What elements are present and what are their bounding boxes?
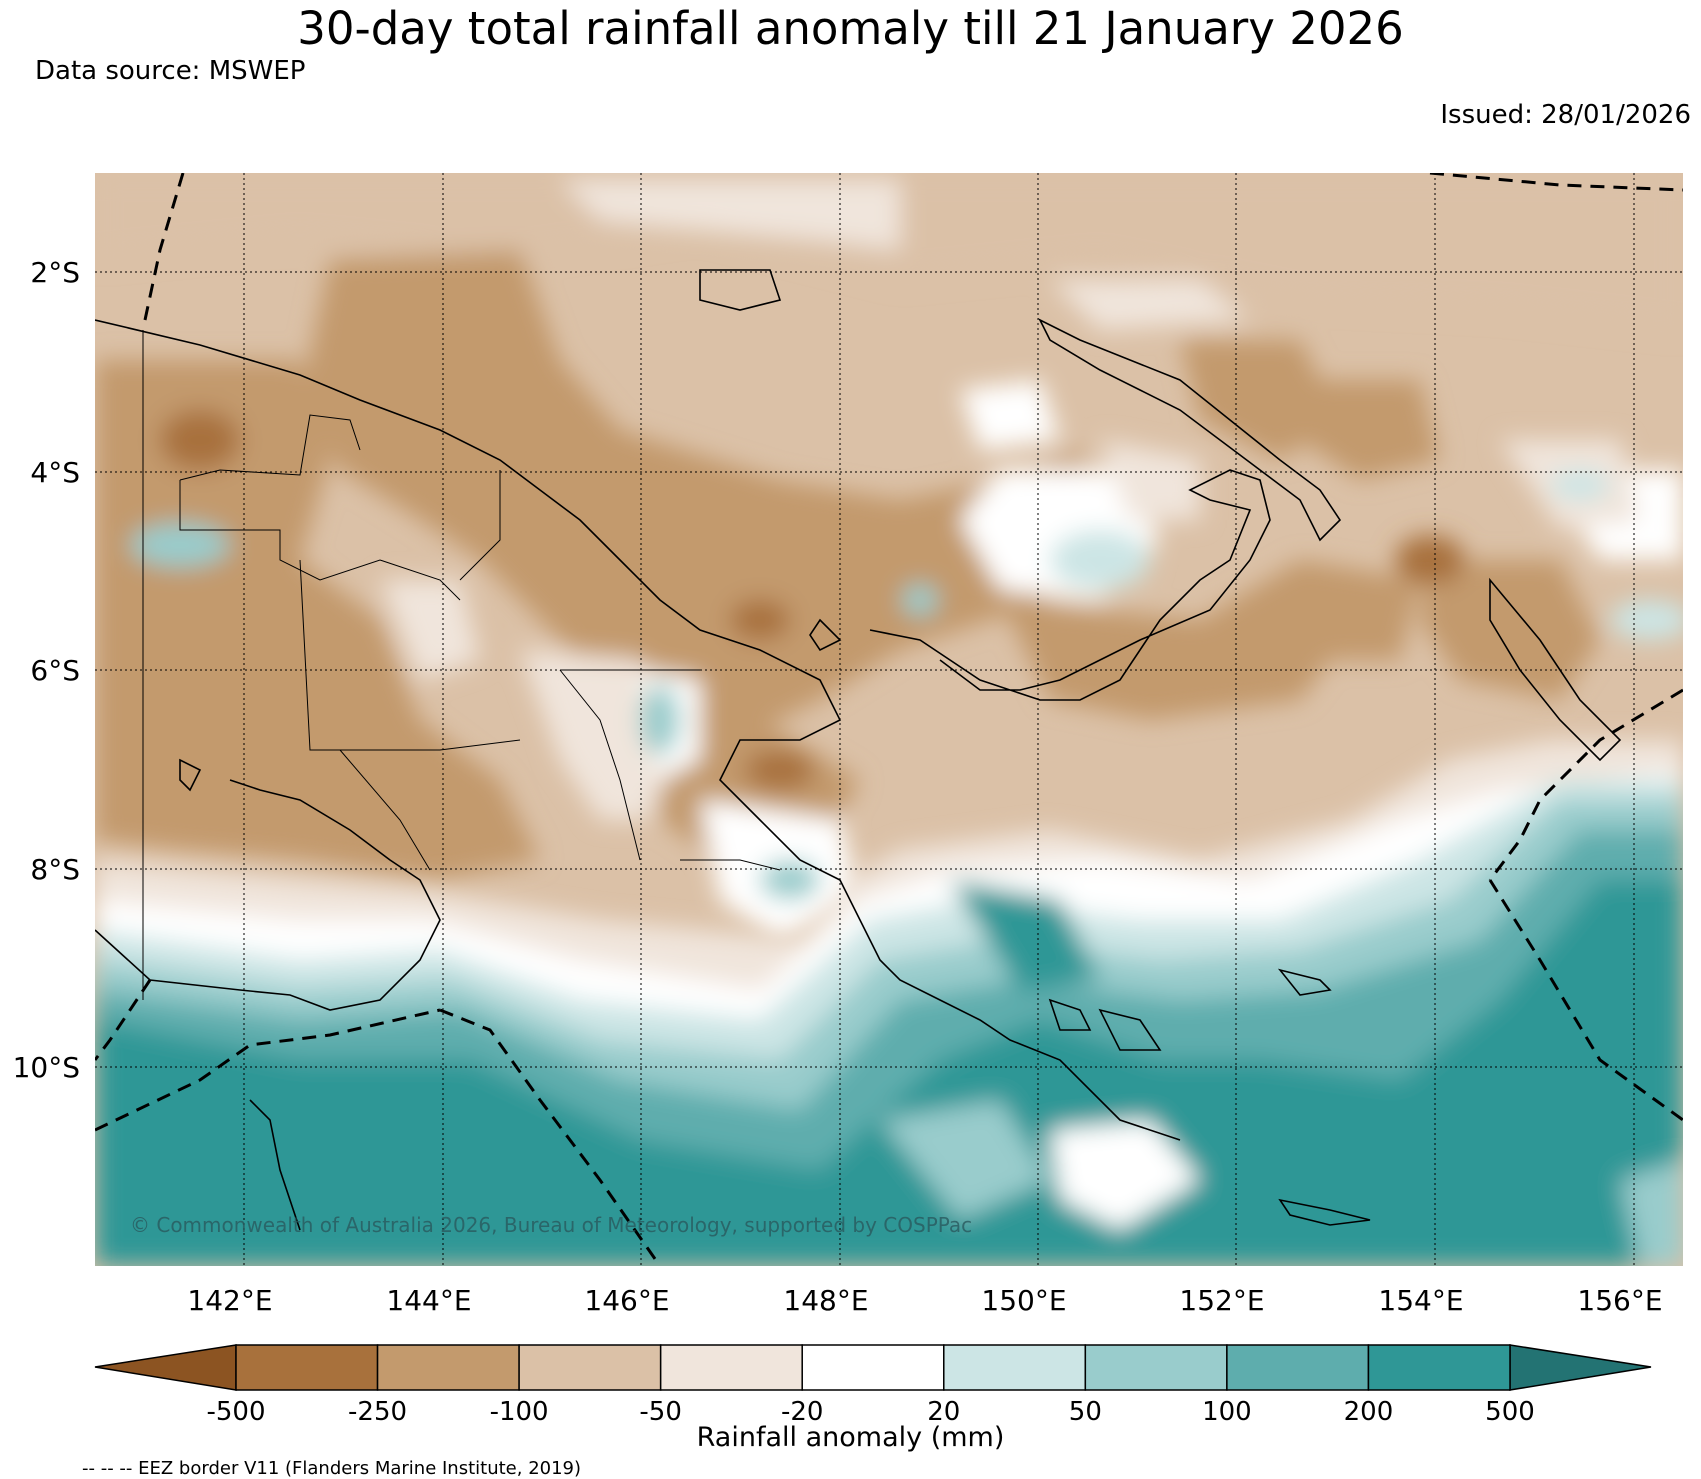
- colorbar-over-arrow: [1509, 1344, 1652, 1391]
- anomaly-field: [95, 173, 1683, 1266]
- lat-label: 6°S: [30, 654, 80, 687]
- colorbar-tick-label: -500: [206, 1397, 265, 1427]
- colorbar-tick-label: 20: [927, 1397, 960, 1427]
- colorbar-tick-label: 100: [1202, 1397, 1252, 1427]
- lat-label: 2°S: [30, 256, 80, 289]
- colorbar-tick-label: -100: [490, 1397, 549, 1427]
- colorbar-tick-label: -50: [639, 1397, 681, 1427]
- colorbar-bin: [659, 1344, 803, 1391]
- colorbar-bin: [1226, 1344, 1370, 1391]
- eez-borders: [95, 173, 1683, 1266]
- colorbar-bin: [1367, 1344, 1511, 1391]
- colorbar-tick-label: -20: [781, 1397, 823, 1427]
- lon-label: 148°E: [783, 1284, 868, 1317]
- colorbar: -500 -250 -100 -50 -20 20 50 100 200 500: [94, 1344, 1652, 1427]
- lat-label: 10°S: [13, 1051, 80, 1084]
- colorbar-tick-label: 200: [1344, 1397, 1394, 1427]
- lon-label: 156°E: [1577, 1284, 1662, 1317]
- lon-label: 144°E: [386, 1284, 471, 1317]
- colorbar-bin: [943, 1344, 1087, 1391]
- colorbar-bin: [1084, 1344, 1228, 1391]
- colorbar-under-arrow: [94, 1344, 237, 1391]
- lon-label: 150°E: [981, 1284, 1066, 1317]
- data-source: Data source: MSWEP: [35, 56, 306, 86]
- eez-legend-note: -- -- -- EEZ border V11 (Flanders Marine…: [82, 1458, 582, 1479]
- issued-date: Issued: 28/01/2026: [1440, 100, 1691, 130]
- lon-label: 142°E: [187, 1284, 272, 1317]
- colorbar-title: Rainfall anomaly (mm): [696, 1422, 1005, 1453]
- colorbar-bin: [376, 1344, 520, 1391]
- colorbar-bin: [235, 1344, 379, 1391]
- lon-label: 146°E: [584, 1284, 669, 1317]
- colorbar-tick-label: -250: [348, 1397, 407, 1427]
- colorbar-tick-label: 500: [1485, 1397, 1535, 1427]
- coastlines: [95, 269, 1622, 1231]
- lat-label: 4°S: [30, 456, 80, 489]
- latitude-labels: 2°S 4°S 6°S 8°S 10°S: [13, 256, 80, 1084]
- lon-label: 154°E: [1378, 1284, 1463, 1317]
- colorbar-bin: [518, 1344, 662, 1391]
- provincial-borders: [142, 330, 781, 1000]
- longitude-labels: 142°E 144°E 146°E 148°E 150°E 152°E 154°…: [187, 1284, 1662, 1317]
- map-title: 30-day total rainfall anomaly till 21 Ja…: [297, 2, 1404, 55]
- copyright-text: © Commonwealth of Australia 2026, Bureau…: [130, 1213, 972, 1237]
- colorbar-bin: [801, 1344, 945, 1391]
- graticule: [95, 173, 1683, 1266]
- lon-label: 152°E: [1179, 1284, 1264, 1317]
- lat-label: 8°S: [30, 853, 80, 886]
- colorbar-tick-label: 50: [1069, 1397, 1102, 1427]
